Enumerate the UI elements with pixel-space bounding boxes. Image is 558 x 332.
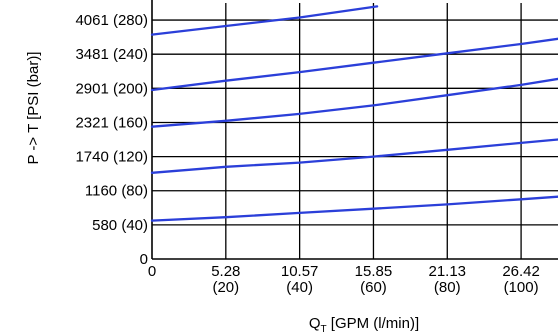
grid-layer <box>152 3 558 259</box>
series-line-3 <box>150 77 558 128</box>
x-tick-sublabel: (100) <box>504 279 539 296</box>
y-tick-label: 1160 (80) <box>85 183 148 200</box>
x-tick-label: 10.57 <box>281 263 319 280</box>
series-line-2 <box>150 138 558 174</box>
series-line-4 <box>150 37 558 92</box>
x-tick-label: 0 <box>148 263 156 280</box>
y-tick-label: 2321 (160) <box>75 114 148 131</box>
x-tick-label: 5.28 <box>211 263 240 280</box>
y-tick-label: 2901 (200) <box>75 80 148 97</box>
series-line-5 <box>150 5 379 36</box>
x-tick-sublabel: (60) <box>360 279 387 296</box>
y-tick-label: 4061 (280) <box>75 12 148 29</box>
series-line-1 <box>150 195 558 222</box>
x-axis-title: QT [GPM (l/min)] <box>309 315 419 332</box>
x-tick-sublabel: (40) <box>286 279 313 296</box>
y-tick-label: 0 <box>140 251 148 268</box>
x-tick-label: 21.13 <box>428 263 466 280</box>
x-tick-label: 15.85 <box>355 263 393 280</box>
y-tick-label: 1740 (120) <box>75 149 148 166</box>
y-tick-label: 3481 (240) <box>75 46 148 63</box>
plot-frame <box>151 0 558 260</box>
x-axis-title-main: Q <box>309 315 321 332</box>
series-layer <box>150 5 558 222</box>
x-tick-sublabel: (80) <box>434 279 461 296</box>
x-tick-labels: 0 5.28(20) 10.57(40) 15.85(60) 21.13(80) 26.4… <box>148 263 540 296</box>
x-tick-label: 26.42 <box>502 263 540 280</box>
x-tick-sublabel: (20) <box>212 279 239 296</box>
x-axis-title-rest: [GPM (l/min)] <box>327 315 420 332</box>
y-tick-label: 580 (40) <box>92 217 148 234</box>
x-axis-title-subscript: T <box>321 324 327 332</box>
y-tick-labels: 0 580 (40) 1160 (80) 1740 (120) 2321 (160) 29… <box>75 12 148 268</box>
y-axis-title: P -> T [PSI (bar)] <box>25 52 42 165</box>
